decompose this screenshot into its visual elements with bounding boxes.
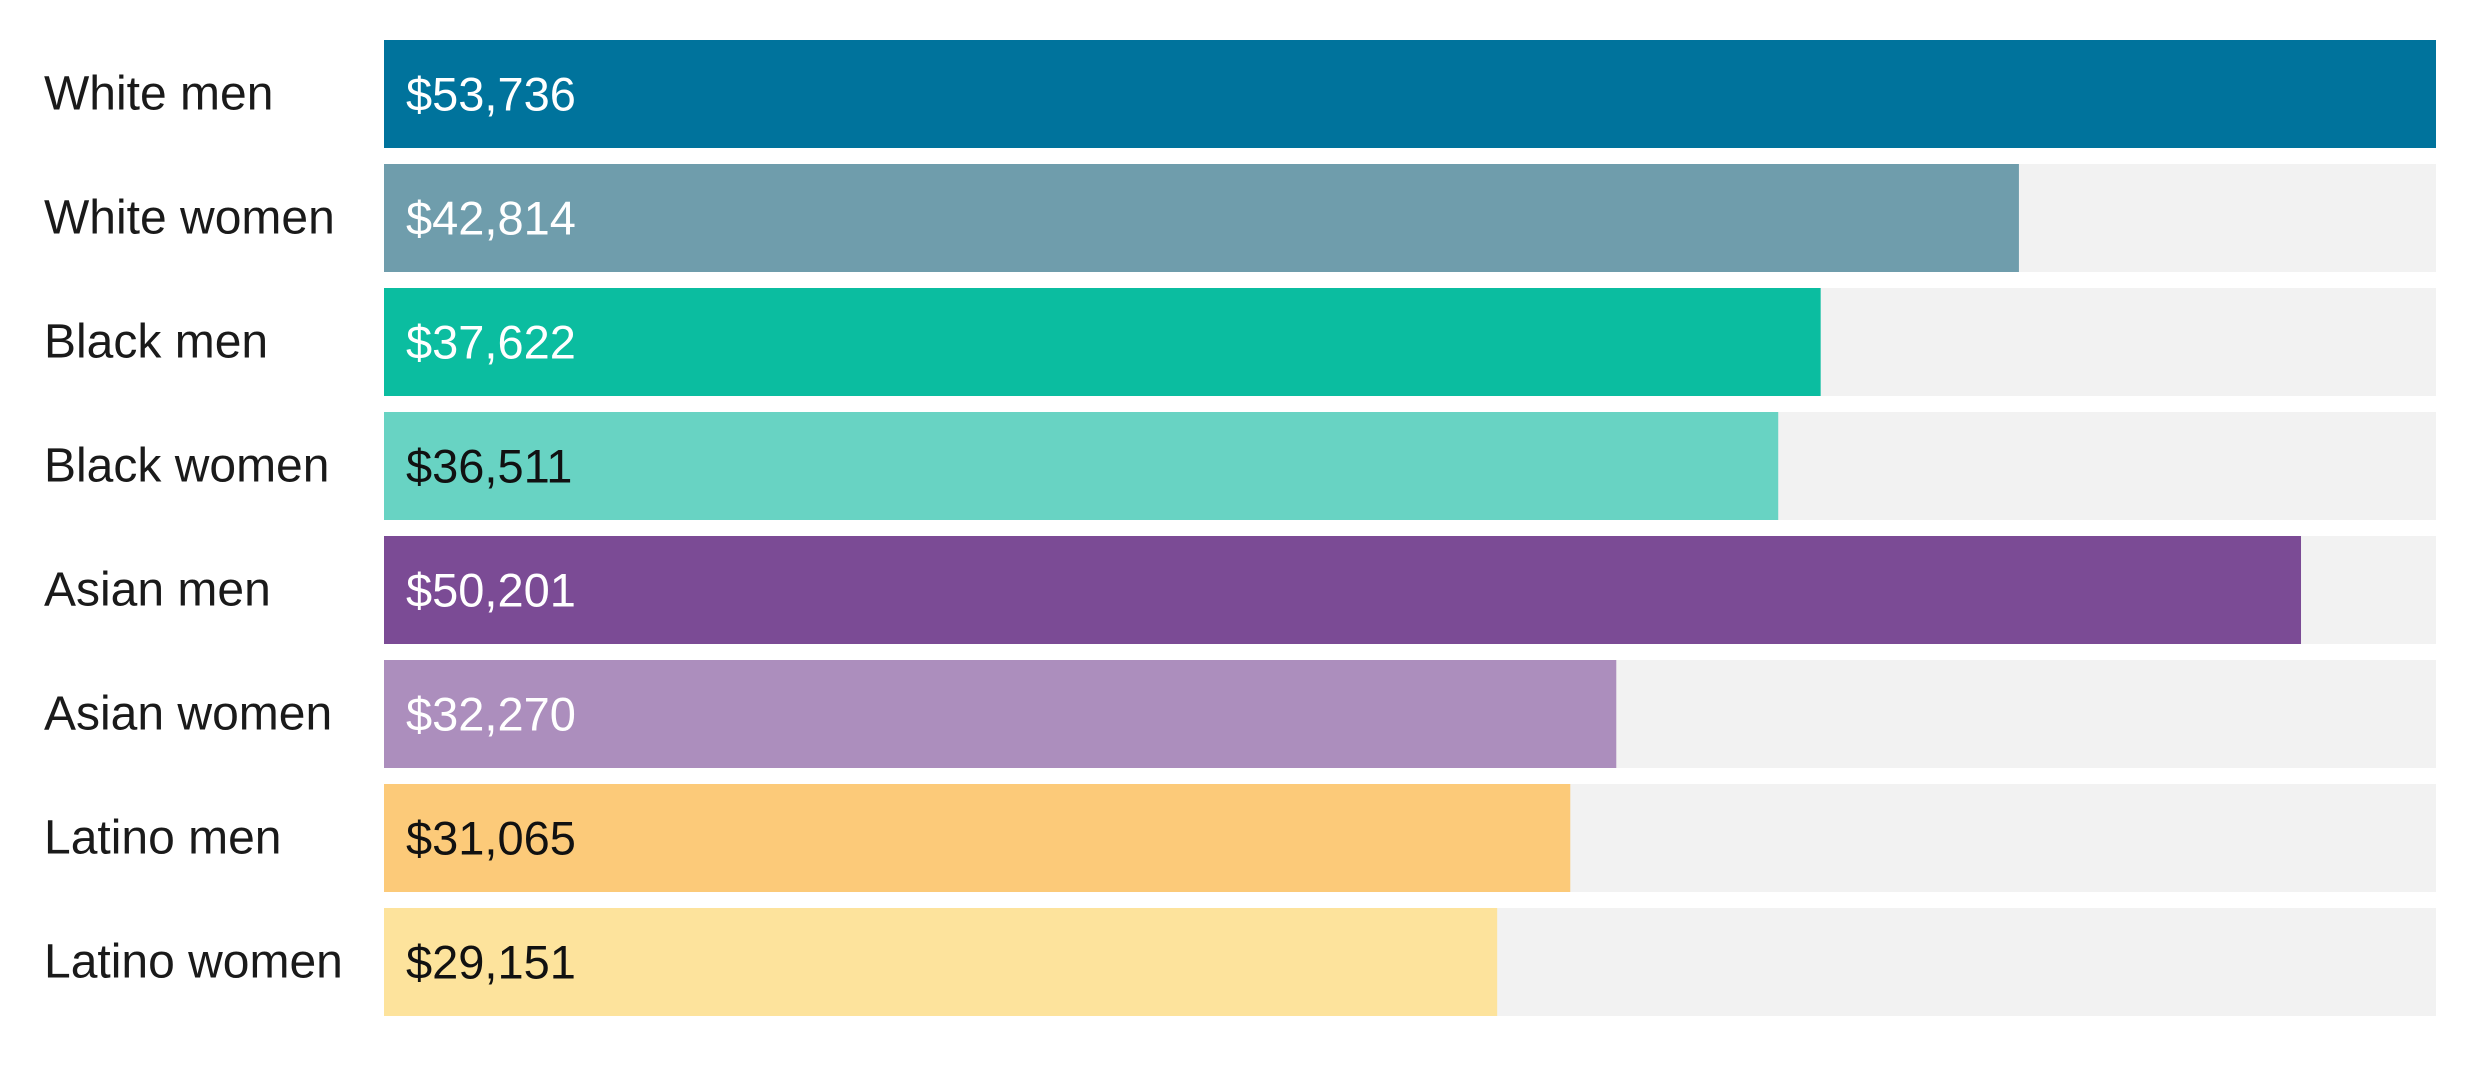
bar-row-latino-men: Latino men $31,065 — [44, 784, 2436, 892]
value-label: $32,270 — [406, 688, 576, 741]
category-label: Asian men — [44, 564, 271, 617]
value-label: $29,151 — [406, 936, 576, 989]
category-label: Black men — [44, 316, 268, 369]
bar — [384, 288, 1821, 396]
bar — [384, 164, 2019, 272]
value-label: $42,814 — [406, 192, 576, 245]
bar-row-asian-men: Asian men $50,201 — [44, 536, 2436, 644]
category-label: Black women — [44, 440, 329, 493]
value-label: $31,065 — [406, 812, 576, 865]
category-label: Latino women — [44, 936, 343, 989]
bar-row-asian-women: Asian women $32,270 — [44, 660, 2436, 768]
bar — [384, 660, 1617, 768]
bar — [384, 412, 1779, 520]
bar-row-white-men: White men $53,736 — [44, 40, 2436, 148]
category-label: Asian women — [44, 688, 332, 741]
bar — [384, 40, 2436, 148]
category-label: White women — [44, 192, 335, 245]
category-label: Latino men — [44, 812, 282, 865]
bar — [384, 908, 1498, 1016]
bar-row-latino-women: Latino women $29,151 — [44, 908, 2436, 1016]
value-label: $53,736 — [406, 68, 576, 121]
bar — [384, 536, 2302, 644]
value-label: $50,201 — [406, 564, 576, 617]
bar-row-black-men: Black men $37,622 — [44, 288, 2436, 396]
bar — [384, 784, 1571, 892]
category-label: White men — [44, 68, 273, 121]
value-label: $36,511 — [406, 440, 572, 493]
bar-row-white-women: White women $42,814 — [44, 164, 2436, 272]
value-label: $37,622 — [406, 316, 576, 369]
bar-row-black-women: Black women $36,511 — [44, 412, 2436, 520]
